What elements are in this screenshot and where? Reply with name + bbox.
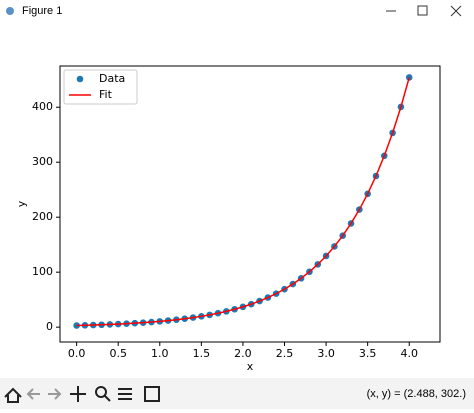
x-tick-label: 3.0 [317, 347, 335, 360]
plot: 0.0 0.5 1.0 1.5 2.0 2.5 3.0 3.5 4.0 0 100 200 300 400… [15, 65, 441, 373]
save-button[interactable] [144, 386, 160, 402]
y-tick-label: 400 [32, 100, 53, 113]
x-tick-label: 0.5 [109, 347, 127, 360]
title-bar: Figure 1 [0, 0, 474, 22]
close-button[interactable] [450, 5, 462, 17]
app-icon [6, 7, 14, 15]
x-tick-label: 4.0 [400, 347, 418, 360]
home-button[interactable] [4, 387, 22, 403]
title-bar-bg [0, 0, 474, 22]
zoom-button[interactable] [95, 386, 111, 402]
back-button[interactable] [26, 388, 40, 400]
x-tick-label: 0.0 [68, 347, 86, 360]
legend-label: Data [99, 72, 125, 85]
y-axis-label: y [15, 200, 28, 207]
axes-frame [59, 65, 441, 343]
x-axis-label: x [247, 360, 254, 373]
x-tick-label: 1.5 [193, 347, 211, 360]
x-tick-label: 3.5 [359, 347, 377, 360]
axes-bg [60, 66, 440, 342]
status-text: (x, y) = (2.488, 302.) [367, 388, 466, 400]
zoom-icon [95, 386, 107, 398]
window-title: Figure 1 [22, 5, 62, 17]
toolbar: (x, y) = (2.488, 302.) [0, 378, 474, 409]
y-tick-label: 200 [32, 210, 53, 223]
x-tick-label: 2.5 [276, 347, 294, 360]
pan-button[interactable] [70, 386, 86, 402]
x-tick-label: 1.0 [151, 347, 169, 360]
y-tick-label: 0 [46, 320, 53, 333]
x-tick-label: 2.0 [234, 347, 252, 360]
legend-label: Fit [99, 88, 113, 101]
data-point [405, 74, 413, 81]
configure-button[interactable] [118, 388, 132, 400]
y-tick-label: 300 [32, 155, 53, 168]
data-point [73, 322, 80, 329]
maximize-button[interactable] [417, 5, 428, 16]
fit-line [76, 77, 410, 327]
forward-button[interactable] [48, 388, 62, 400]
y-tick-label: 100 [32, 265, 53, 278]
zoom-icon [104, 395, 111, 402]
legend-marker [76, 75, 84, 83]
